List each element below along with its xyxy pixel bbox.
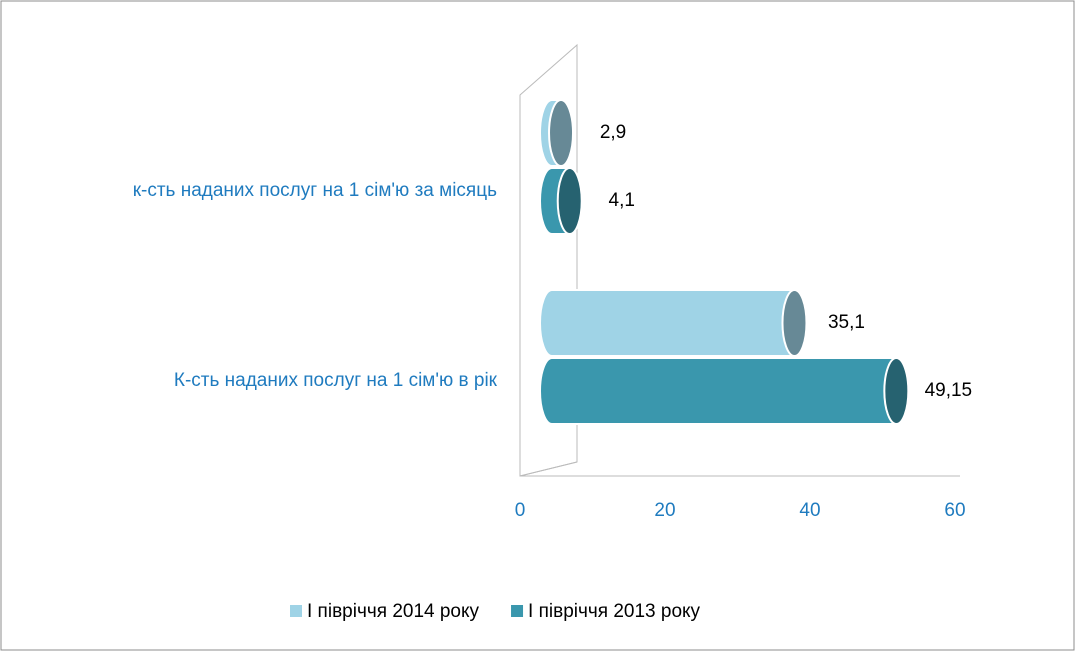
bar-part bbox=[548, 99, 575, 167]
bar-part bbox=[883, 357, 910, 425]
x-tick-label: 0 bbox=[515, 500, 526, 521]
bar-part bbox=[556, 167, 583, 235]
x-tick-label: 60 bbox=[944, 500, 965, 521]
data-label: 4,1 bbox=[609, 190, 635, 211]
category-label: к-сть наданих послуг на 1 сім'ю за місяц… bbox=[133, 180, 497, 201]
data-label: 35,1 bbox=[828, 312, 865, 333]
legend-swatch bbox=[290, 605, 302, 617]
legend-label: І півріччя 2013 року bbox=[528, 601, 701, 622]
bar bbox=[539, 357, 910, 425]
data-label: 49,15 bbox=[925, 380, 973, 401]
bar-part bbox=[781, 289, 808, 357]
bar-part bbox=[552, 290, 795, 356]
category-label: К-сть наданих послуг на 1 сім'ю в рік bbox=[174, 370, 498, 391]
data-label: 2,9 bbox=[600, 122, 626, 143]
legend-swatch bbox=[511, 605, 524, 617]
x-tick-label: 20 bbox=[654, 500, 675, 521]
x-tick-label: 40 bbox=[799, 500, 820, 521]
bar bbox=[539, 289, 808, 357]
floor-edge bbox=[519, 461, 578, 477]
legend-label: І півріччя 2014 року bbox=[307, 601, 480, 622]
bar bbox=[539, 99, 575, 167]
bar-part bbox=[552, 358, 897, 424]
bar bbox=[539, 167, 583, 235]
